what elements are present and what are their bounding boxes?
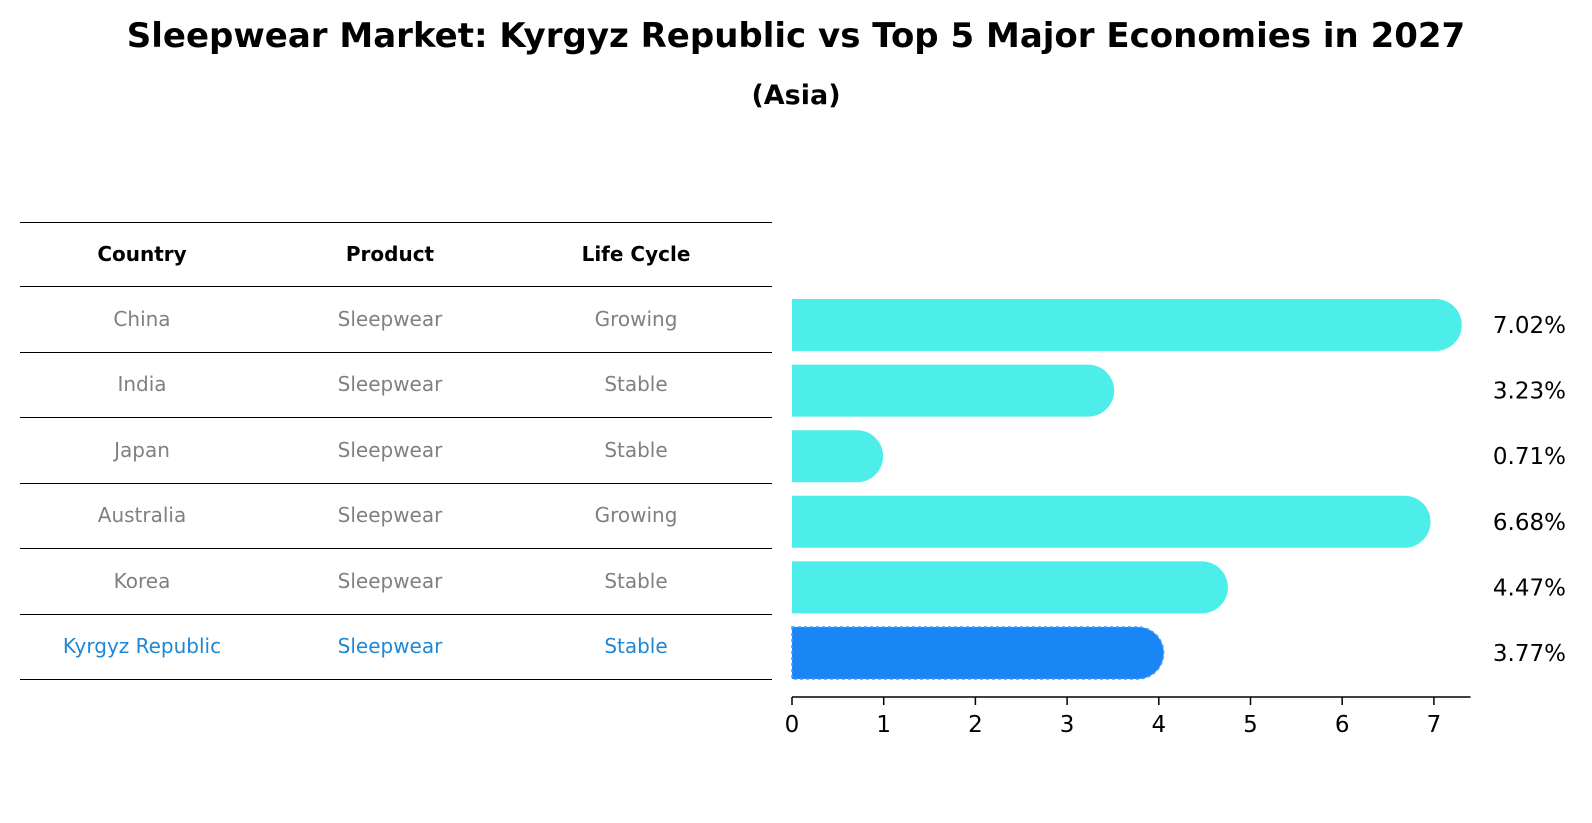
- bar-highlight: [791, 626, 1165, 680]
- cell-product: Sleepwear: [337, 307, 443, 331]
- x-tick-label: 1: [876, 712, 891, 738]
- cell-country: Korea: [113, 569, 171, 593]
- x-tick-label: 3: [1060, 712, 1075, 738]
- cell-life-cycle: Stable: [604, 372, 668, 396]
- bar: [792, 299, 1462, 351]
- table-rule: [20, 548, 772, 549]
- cell-country: India: [117, 372, 167, 396]
- x-tick-label: 2: [968, 712, 983, 738]
- cell-country: Australia: [97, 503, 187, 527]
- value-label: 3.77%: [1493, 641, 1566, 667]
- table-rule: [20, 614, 772, 615]
- cell-product: Sleepwear: [337, 503, 443, 527]
- cell-product-highlight: Sleepwear: [337, 634, 443, 658]
- cell-country: China: [113, 307, 171, 331]
- table-rule: [20, 286, 772, 287]
- cell-life-cycle: Growing: [594, 503, 678, 527]
- value-label: 4.47%: [1493, 575, 1566, 601]
- bar: [792, 364, 1115, 417]
- bar: [792, 561, 1228, 614]
- table-rule: [20, 352, 772, 353]
- bar: [792, 495, 1431, 548]
- value-label: 0.71%: [1493, 444, 1566, 470]
- cell-country: Japan: [114, 438, 170, 462]
- value-label: 7.02%: [1493, 313, 1566, 339]
- cell-product: Sleepwear: [337, 372, 443, 396]
- table-rule: [20, 222, 772, 223]
- table-rule: [20, 679, 772, 680]
- table-rule: [20, 483, 772, 484]
- header-life-cycle: Life Cycle: [581, 242, 691, 266]
- header-country: Country: [97, 242, 187, 266]
- cell-product: Sleepwear: [337, 438, 443, 462]
- chart-title: Sleepwear Market: Kyrgyz Republic vs Top…: [126, 16, 1466, 56]
- value-label: 6.68%: [1493, 510, 1566, 536]
- cell-country-highlight: Kyrgyz Republic: [62, 634, 222, 658]
- table-rule: [20, 417, 772, 418]
- x-tick-label: 7: [1427, 712, 1442, 738]
- x-tick-label: 5: [1243, 712, 1258, 738]
- x-tick-label: 0: [785, 712, 800, 738]
- cell-life-cycle: Stable: [604, 569, 668, 593]
- cell-life-cycle: Growing: [594, 307, 678, 331]
- value-label: 3.23%: [1493, 379, 1566, 405]
- x-tick-label: 6: [1335, 712, 1350, 738]
- bar: [792, 430, 884, 483]
- x-tick-label: 4: [1151, 712, 1166, 738]
- header-product: Product: [345, 242, 435, 266]
- cell-life-cycle: Stable: [604, 438, 668, 462]
- cell-product: Sleepwear: [337, 569, 443, 593]
- chart-subtitle: (Asia): [751, 80, 841, 111]
- cell-life-cycle-highlight: Stable: [604, 634, 668, 658]
